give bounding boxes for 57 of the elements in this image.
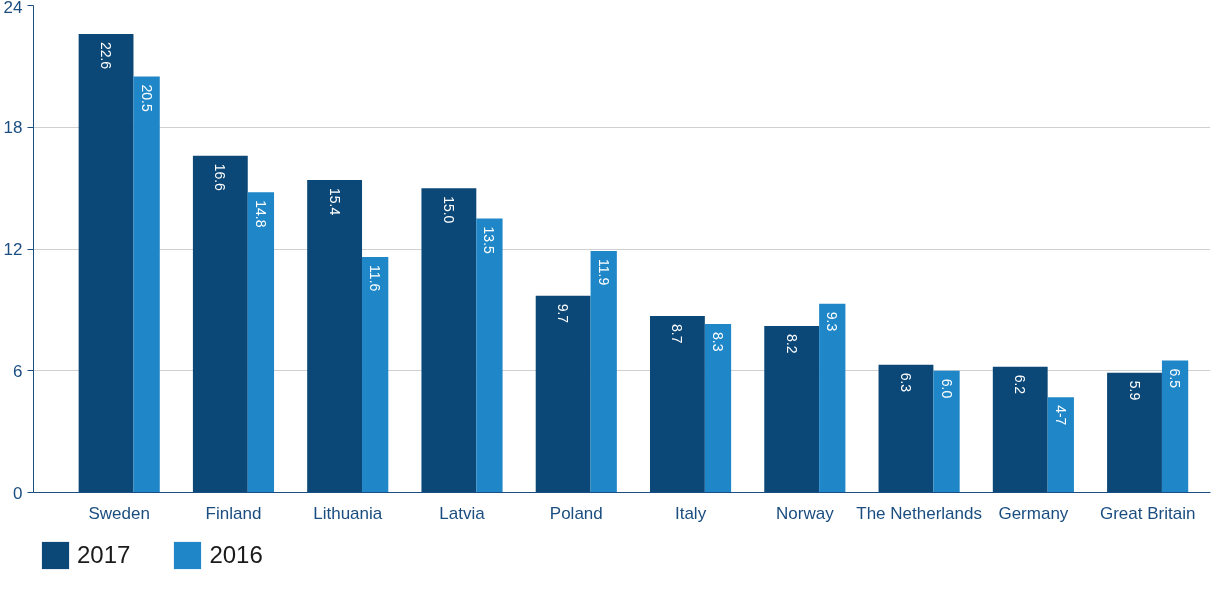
data-label: 13.5 <box>481 226 498 255</box>
data-label: 6.5 <box>1167 368 1184 389</box>
data-label: 9.7 <box>555 303 572 324</box>
data-label: 11.9 <box>595 259 612 286</box>
bar <box>933 370 960 493</box>
x-tick-label: Germany <box>998 503 1069 523</box>
data-label: 6.3 <box>897 372 914 393</box>
bar <box>78 33 134 493</box>
bar <box>992 366 1048 493</box>
x-tick-label: Latvia <box>439 503 486 523</box>
bar <box>421 188 477 493</box>
bar <box>133 76 160 493</box>
legend-label: 2017 <box>77 541 131 569</box>
legend-label: 2016 <box>209 541 263 569</box>
y-tick-label: 6 <box>13 361 23 381</box>
data-label: 4-7 <box>1052 405 1069 426</box>
x-tick-label: Lithuania <box>313 503 383 523</box>
data-label: 15.4 <box>326 188 343 216</box>
x-tick-label: Poland <box>549 503 603 523</box>
data-label: 20.5 <box>138 84 155 112</box>
data-label: 14.8 <box>252 200 269 228</box>
bar <box>1047 397 1074 493</box>
bar <box>878 364 934 493</box>
x-tick-label: Italy <box>674 503 707 523</box>
bar <box>819 303 846 493</box>
x-tick-label: Norway <box>776 503 835 523</box>
bar <box>1161 360 1189 493</box>
data-label: 5.9 <box>1126 380 1143 401</box>
bar <box>535 295 591 493</box>
bar <box>362 257 389 493</box>
data-label: 11.6 <box>367 265 384 292</box>
y-tick-label: 18 <box>3 118 23 138</box>
bar <box>764 326 820 493</box>
data-label: 16.6 <box>212 163 229 192</box>
data-label: 6.2 <box>1012 374 1029 395</box>
x-tick-label: Sweden <box>88 503 150 523</box>
y-tick-label: 12 <box>3 240 23 259</box>
bar <box>1107 372 1162 493</box>
y-tick-label: 0 <box>13 483 23 503</box>
bar <box>247 192 275 493</box>
bar <box>476 218 503 493</box>
y-tick-label: 24 <box>3 0 23 17</box>
x-tick-label: The Netherlands <box>856 503 982 523</box>
bar <box>590 251 617 493</box>
data-label: 6.0 <box>938 378 955 399</box>
bar <box>192 155 248 493</box>
bar <box>650 315 705 493</box>
x-tick-label: Great Britain <box>1099 503 1196 523</box>
data-label: 9.3 <box>824 311 841 332</box>
bar <box>307 180 363 493</box>
data-label: 8.7 <box>669 323 686 344</box>
data-label: 8.2 <box>783 334 800 354</box>
x-tick-label: Finland <box>205 503 262 523</box>
data-label: 15.0 <box>440 196 457 224</box>
data-label: 22.6 <box>98 41 115 70</box>
data-label: 8.3 <box>709 332 726 352</box>
bar <box>704 324 732 493</box>
